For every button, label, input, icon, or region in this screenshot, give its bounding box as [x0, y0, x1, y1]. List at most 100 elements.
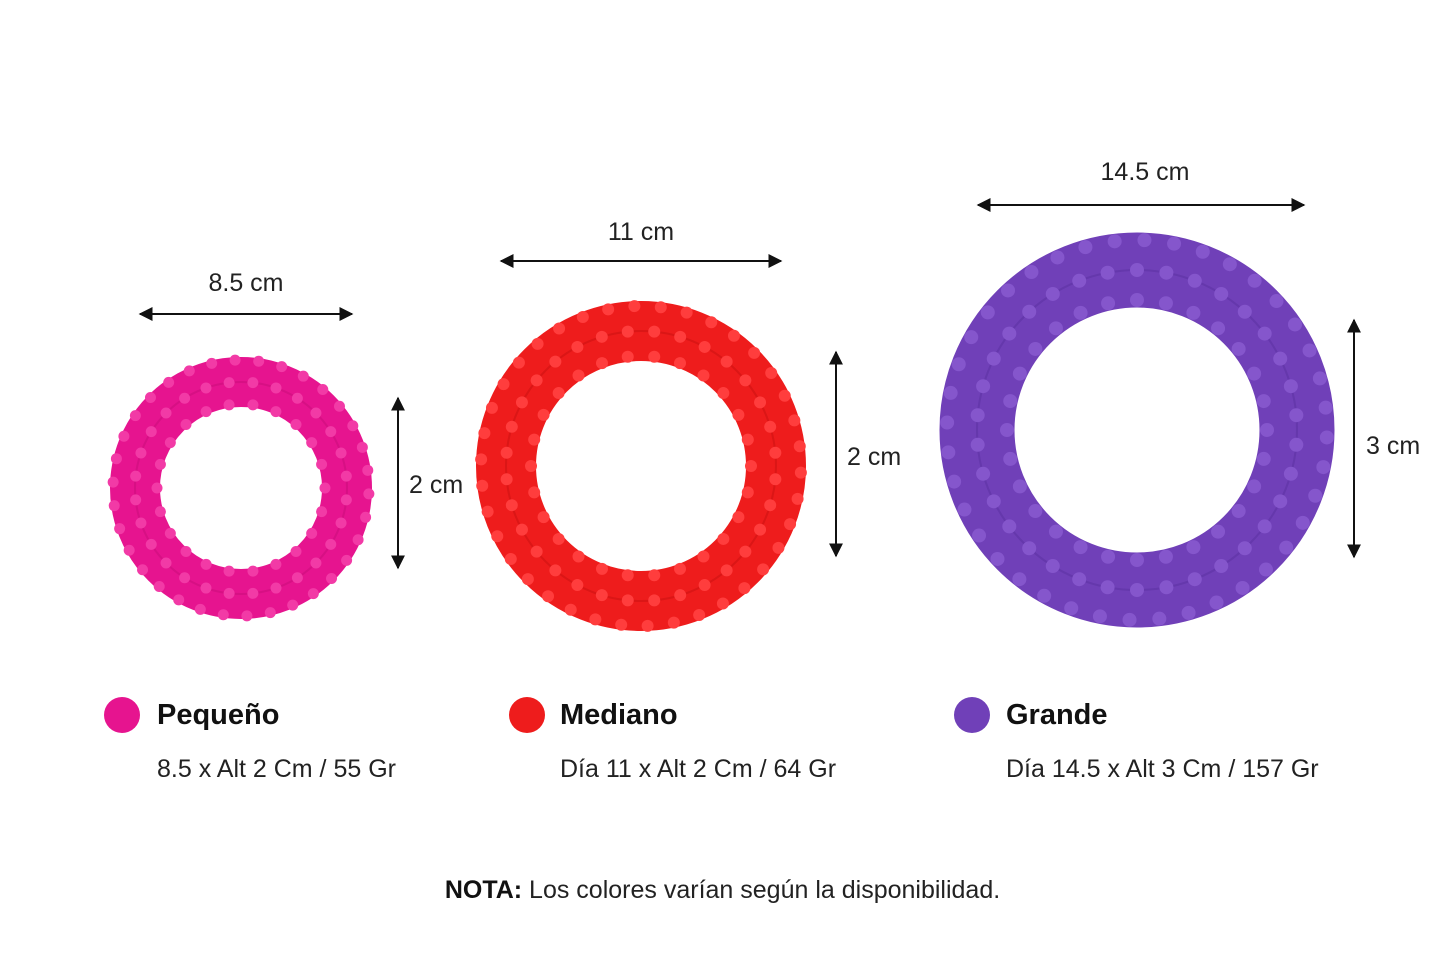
ring-stud: [1012, 366, 1027, 381]
ring-stud: [957, 502, 972, 517]
ring-stud: [317, 384, 329, 396]
spec-medium: Día 11 x Alt 2 Cm / 64 Gr: [560, 755, 837, 783]
ring-stud: [1012, 479, 1027, 494]
ring-stud: [571, 340, 584, 353]
ring-stud: [530, 545, 543, 558]
ring-stud: [964, 330, 979, 345]
ring-stud: [648, 594, 661, 607]
ring-stud: [1107, 234, 1122, 249]
ring-stud: [500, 446, 513, 459]
ring-stud: [1012, 572, 1027, 587]
width-dimension-medium: 11 cm: [499, 218, 783, 268]
ring-stud: [716, 597, 729, 610]
ring-stud: [478, 427, 491, 440]
ring-stud: [347, 420, 359, 432]
ring-stud: [1237, 304, 1252, 319]
ring-stud: [621, 569, 634, 582]
ring-stud: [291, 392, 303, 404]
ring-stud: [1308, 488, 1323, 503]
ring-stud: [1187, 572, 1202, 587]
ring-stud: [1260, 423, 1274, 437]
ring-stud: [680, 306, 693, 319]
ring-stud: [130, 470, 142, 482]
ring-stud: [705, 316, 718, 329]
ring-stud: [641, 619, 654, 632]
width-dimension-small: 8.5 cm: [138, 269, 354, 321]
ring-stud: [698, 340, 711, 353]
ring-stud: [223, 565, 235, 577]
ring-stud: [154, 458, 166, 470]
ring-stud: [1257, 326, 1272, 341]
ring-stud: [325, 538, 337, 550]
ring-stud: [1048, 321, 1063, 336]
ring-stud: [223, 377, 235, 389]
availability-note: NOTA: Los colores varían según la dispon…: [0, 876, 1445, 905]
size-label-medium: Mediano: [560, 699, 678, 731]
ring-stud: [206, 357, 218, 369]
ring-stud: [160, 557, 172, 569]
ring-stud: [512, 356, 525, 369]
ring-stud: [200, 558, 212, 570]
ring-stud: [1211, 524, 1226, 539]
width-label-large: 14.5 cm: [1101, 158, 1190, 186]
ring-stud: [270, 558, 282, 570]
ring-stud: [1167, 236, 1182, 251]
ring-stud: [352, 534, 364, 546]
ring-stud: [110, 453, 122, 465]
ring-stud: [291, 572, 303, 584]
ring-stud: [180, 419, 192, 431]
ring-stud: [589, 613, 602, 626]
ring-stud: [648, 350, 661, 363]
ring-stud: [530, 374, 543, 387]
ring-stud: [1022, 304, 1037, 319]
ring-stud: [772, 541, 785, 554]
ring-stud: [335, 447, 347, 459]
ring-stud: [1273, 494, 1288, 509]
ring-stud: [754, 396, 767, 409]
ring-stud: [531, 337, 544, 350]
ring-stud: [972, 528, 987, 543]
ring-stud: [335, 517, 347, 529]
ring-stud: [1092, 609, 1107, 624]
ring-stud: [1073, 305, 1088, 320]
ring-stud: [290, 419, 302, 431]
ring-stud: [717, 387, 730, 400]
small-ring: [107, 354, 375, 622]
ring-stud: [1256, 451, 1271, 466]
ring-stud: [1209, 595, 1224, 610]
ring-stud: [476, 479, 489, 492]
ring-stud: [135, 517, 147, 529]
ring-stud: [247, 399, 259, 411]
note-text: Los colores varían según la disponibilid…: [522, 876, 1001, 904]
ring-stud: [595, 589, 608, 602]
ring-stud: [741, 486, 754, 499]
ring-stud: [1231, 504, 1246, 519]
ring-stud: [1181, 605, 1196, 620]
ring-stud: [356, 441, 368, 453]
ring-stud: [674, 562, 687, 575]
ring-stud: [1101, 296, 1116, 311]
ring-stud: [325, 426, 337, 438]
ring-stud: [1186, 305, 1201, 320]
ring-stud: [791, 492, 804, 505]
ring-stud: [1319, 430, 1334, 445]
ring-stud: [1050, 250, 1065, 265]
ring-stud: [986, 494, 1001, 509]
ring-stud: [1028, 341, 1043, 356]
ring-stud: [1100, 265, 1115, 280]
ring-stud: [764, 499, 777, 512]
ring-stud: [1247, 273, 1262, 288]
ring-stud: [200, 382, 212, 394]
ring-stud: [1045, 559, 1060, 574]
ring-stud: [1072, 273, 1087, 288]
ring-stud: [793, 440, 806, 453]
ring-stud: [515, 396, 528, 409]
ring-stud: [754, 523, 767, 536]
ring-stud: [1302, 343, 1317, 358]
width-dimension-large: 14.5 cm: [976, 158, 1306, 212]
ring-stud: [572, 550, 585, 563]
ring-stud: [621, 594, 634, 607]
ring-stud: [1257, 519, 1272, 534]
ring-stud: [144, 391, 156, 403]
